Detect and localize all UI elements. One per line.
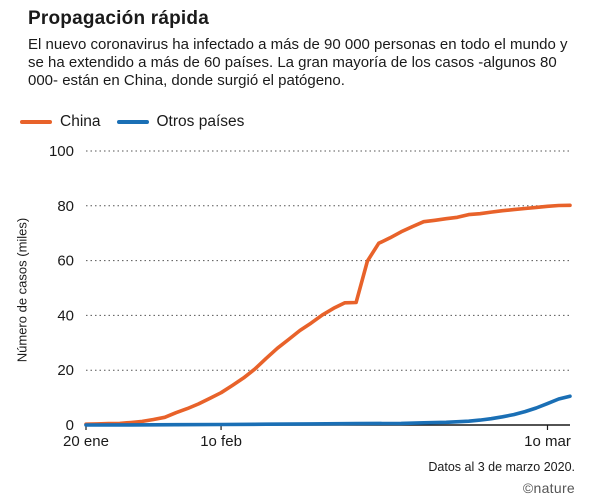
legend-swatch-china bbox=[20, 120, 52, 124]
legend-label-others: Otros países bbox=[156, 113, 245, 130]
legend-label-china: China bbox=[60, 113, 101, 130]
y-tick-label-100: 100 bbox=[49, 143, 74, 160]
legend-swatch-others bbox=[116, 120, 149, 124]
y-tick-label-20: 20 bbox=[57, 362, 74, 379]
legend: China Otros países bbox=[20, 113, 260, 131]
y-tick-label-80: 80 bbox=[57, 198, 74, 215]
y-tick-label-0: 0 bbox=[66, 417, 74, 434]
y-tick-label-60: 60 bbox=[57, 253, 74, 270]
y-tick-label-40: 40 bbox=[57, 307, 74, 324]
x-tick-label-1: 1o feb bbox=[200, 433, 242, 450]
source-note: Datos al 3 de marzo 2020. bbox=[428, 460, 575, 474]
series-line-others bbox=[84, 394, 572, 427]
legend-item-others: Otros países bbox=[116, 113, 245, 131]
x-tick-label-2: 1o mar bbox=[524, 433, 571, 450]
nature-credit: ©nature bbox=[522, 480, 575, 496]
chart-title: Propagación rápida bbox=[28, 8, 209, 29]
legend-item-china: China bbox=[20, 113, 101, 131]
series-line-china bbox=[84, 203, 572, 426]
x-tick-label-0: 20 ene bbox=[63, 433, 109, 450]
chart-subtitle: El nuevo coronavirus ha infectado a más … bbox=[28, 36, 568, 89]
